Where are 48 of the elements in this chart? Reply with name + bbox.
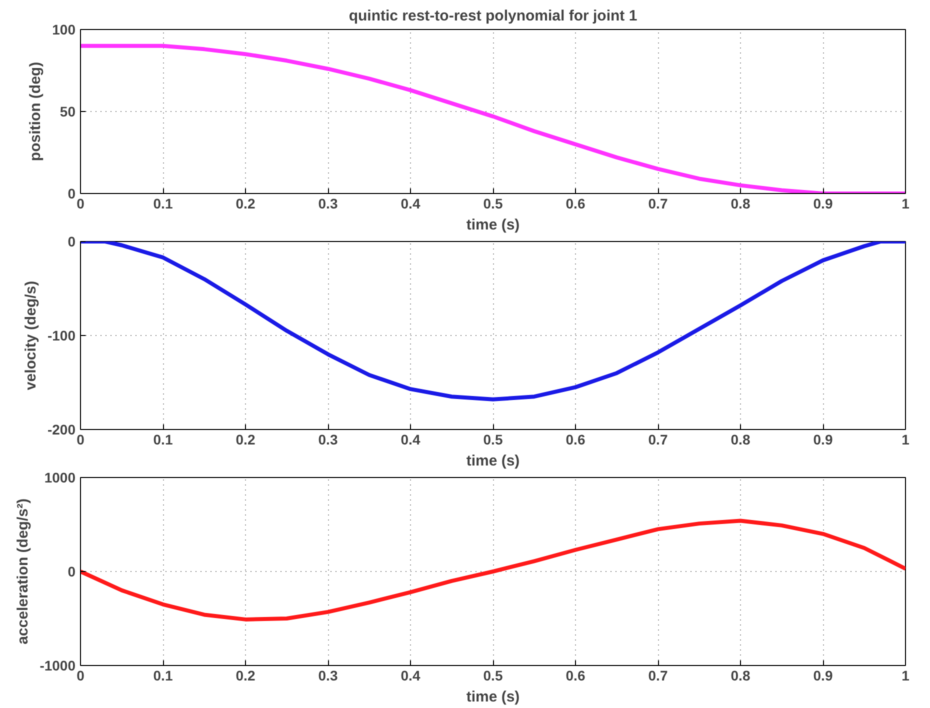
x-tick-label: 0.6 [566, 196, 586, 212]
x-tick-label: 0.7 [648, 196, 668, 212]
chart-title: quintic rest-to-rest polynomial for joint 1 [348, 8, 638, 24]
x-tick-label: 0.7 [648, 668, 668, 684]
y-tick-label: 0 [68, 234, 76, 250]
x-tick-label: 0.3 [318, 432, 338, 448]
x-tick-label: 1 [902, 196, 910, 212]
x-tick-label: 1 [902, 668, 910, 684]
x-tick-label: 0.3 [318, 668, 338, 684]
y-tick-label: -100 [47, 328, 76, 344]
x-tick-label: 0.4 [400, 668, 420, 684]
line-series [80, 518, 906, 622]
x-tick-label: 1 [902, 432, 910, 448]
x-tick-label: 0.5 [483, 432, 503, 448]
x-tick-label: 0.4 [400, 196, 420, 212]
y-axis-title: velocity (deg/s) [22, 280, 40, 390]
y-tick-label: 0 [68, 564, 76, 580]
x-tick-label: 0.8 [730, 196, 750, 212]
y-tick-label: 50 [60, 104, 76, 120]
x-tick-label: 0.4 [400, 432, 420, 448]
x-tick-label: 0.9 [813, 668, 833, 684]
x-axis-title: time (s) [466, 688, 520, 706]
x-tick-label: 0.2 [236, 432, 256, 448]
y-tick-label: 100 [52, 22, 76, 38]
x-tick-label: 0.9 [813, 432, 833, 448]
x-tick-label: 0.2 [236, 196, 256, 212]
x-axis-title: time (s) [466, 216, 520, 234]
x-tick-label: 0.1 [153, 432, 173, 448]
x-tick-label: 0.1 [153, 196, 173, 212]
x-tick-label: 0.5 [483, 196, 503, 212]
x-tick-label: 0.2 [236, 668, 256, 684]
x-axis-title: time (s) [466, 452, 520, 470]
x-tick-label: 0.6 [566, 668, 586, 684]
y-tick-label: -1000 [40, 658, 76, 674]
x-tick-label: 0.7 [648, 432, 668, 448]
x-tick-label: 0.8 [730, 668, 750, 684]
line-series [80, 242, 906, 402]
x-tick-label: 0.1 [153, 668, 173, 684]
x-tick-label: 0.3 [318, 196, 338, 212]
x-tick-label: 0.9 [813, 196, 833, 212]
x-tick-label: 0.5 [483, 668, 503, 684]
x-tick-label: 0.8 [730, 432, 750, 448]
y-axis-title: acceleration (deg/s²) [14, 498, 32, 644]
y-tick-label: -200 [47, 422, 76, 438]
y-tick-label: 0 [68, 186, 76, 202]
y-tick-label: 1000 [44, 470, 76, 486]
x-tick-label: 0.6 [566, 432, 586, 448]
y-axis-title: position (deg) [27, 62, 44, 162]
